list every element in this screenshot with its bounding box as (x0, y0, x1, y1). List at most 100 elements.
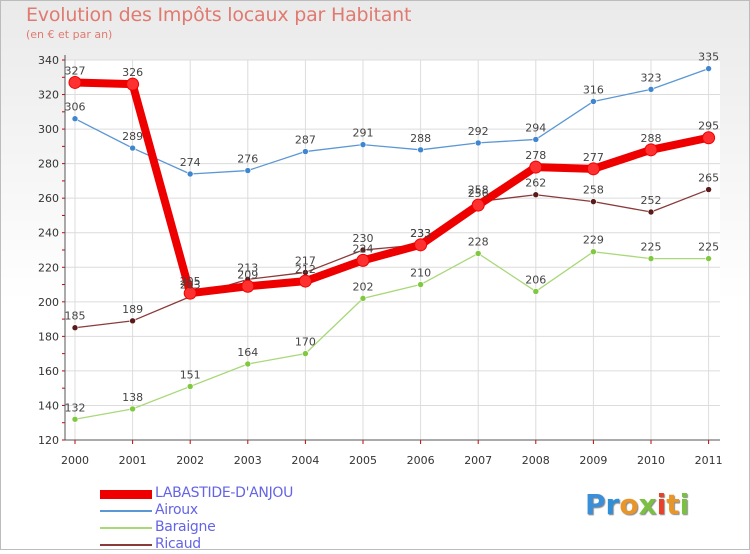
legend-item-labastide: LABASTIDE-D'ANJOU (100, 485, 360, 503)
data-label: 316 (583, 83, 604, 96)
chart-subtitle: (en € et par an) (26, 28, 113, 41)
data-label: 229 (583, 234, 604, 247)
chart-title: Evolution des Impôts locaux par Habitant (26, 4, 412, 26)
legend-swatch-airoux (100, 510, 152, 512)
data-point (532, 288, 540, 295)
data-label: 225 (698, 241, 719, 254)
data-point (356, 253, 370, 267)
data-point (359, 141, 367, 148)
y-tick-label: 340 (38, 54, 59, 67)
legend-label-ricaud: Ricaud (155, 536, 201, 552)
data-point (71, 324, 79, 332)
data-point (705, 255, 712, 262)
logo-letter-7: i (679, 488, 690, 521)
data-label: 335 (698, 51, 719, 64)
legend-item-airoux: Airoux (100, 502, 360, 520)
data-point (417, 146, 424, 154)
data-label: 210 (410, 267, 431, 280)
legend-swatch-baraigne (100, 527, 152, 529)
data-point (302, 350, 309, 357)
data-label: 224 (353, 242, 374, 255)
data-label: 132 (65, 401, 86, 414)
logo-letter-4: x (638, 488, 657, 521)
data-label: 228 (468, 235, 489, 248)
y-tick-label: 280 (38, 158, 59, 171)
data-point (647, 208, 655, 216)
data-point (705, 65, 712, 72)
proxiti-logo: Proxiti (585, 488, 689, 521)
x-tick-label: 2011 (695, 454, 723, 467)
x-tick-label: 2006 (407, 454, 435, 467)
data-point (359, 295, 367, 302)
data-label: 213 (237, 261, 258, 274)
data-label: 276 (237, 153, 258, 166)
data-label: 287 (295, 134, 316, 147)
logo-letter-5: i (656, 488, 667, 521)
data-point (126, 77, 140, 91)
data-label: 252 (641, 194, 662, 207)
data-point (590, 98, 597, 105)
series-line-ricaud (74, 188, 710, 329)
data-point (474, 139, 482, 147)
legend-swatch-labastide (100, 490, 152, 499)
data-label: 291 (353, 127, 374, 140)
x-tick-label: 2010 (637, 454, 665, 467)
chart-axes: 120 140 160 180 200 220 240 260 280 300 320 340 2000… (38, 54, 723, 467)
series-line-baraigne (74, 251, 710, 420)
y-tick-label: 240 (38, 227, 59, 240)
data-point (590, 248, 597, 256)
data-label: 164 (237, 346, 258, 359)
x-tick-label: 2000 (61, 454, 89, 467)
data-point (241, 279, 255, 293)
data-label: 258 (468, 184, 489, 197)
data-point (532, 191, 540, 199)
logo-letter-2: r (605, 488, 620, 521)
data-label: 189 (122, 303, 143, 316)
data-point (647, 86, 655, 93)
data-point (186, 170, 194, 178)
data-point (68, 75, 82, 89)
data-point (71, 115, 79, 123)
data-label: 185 (65, 310, 86, 323)
x-tick-label: 2003 (234, 454, 262, 467)
data-label: 327 (65, 64, 86, 77)
data-point (244, 360, 252, 368)
data-label: 212 (295, 263, 316, 276)
data-point (644, 143, 658, 157)
data-label: 256 (468, 187, 489, 200)
data-label: 233 (410, 227, 431, 240)
data-label: 230 (353, 232, 374, 245)
data-label: 306 (65, 101, 86, 114)
y-tick-label: 140 (38, 399, 59, 412)
data-label: 225 (641, 241, 662, 254)
data-point (647, 255, 655, 262)
x-tick-label: 2002 (176, 454, 204, 467)
logo-letter-6: t (666, 488, 680, 521)
y-tick-label: 180 (38, 330, 59, 343)
legend-label-airoux: Airoux (155, 502, 198, 518)
x-tick-label: 2005 (349, 454, 377, 467)
data-label: 202 (353, 280, 374, 293)
data-label: 170 (295, 336, 316, 349)
data-label: 278 (525, 149, 546, 162)
data-label: 138 (122, 391, 143, 404)
data-point (414, 238, 428, 252)
x-tick-label: 2007 (464, 454, 492, 467)
legend-swatch-ricaud (100, 544, 152, 546)
data-label: 209 (237, 268, 258, 281)
data-label: 205 (180, 275, 201, 288)
data-point (129, 144, 136, 152)
series-line-airoux (74, 67, 710, 175)
logo-letter-1: P (585, 488, 606, 521)
x-tick-label: 2004 (291, 454, 319, 467)
y-tick-label: 300 (38, 123, 59, 136)
y-tick-label: 260 (38, 192, 59, 205)
data-point (302, 148, 309, 155)
data-label: 289 (122, 130, 143, 143)
legend-item-ricaud: Ricaud (100, 536, 360, 554)
data-label: 151 (180, 368, 201, 381)
chart-legend: LABASTIDE-D'ANJOU Airoux Baraigne Ricaud (100, 485, 360, 554)
y-tick-label: 200 (38, 296, 59, 309)
y-tick-label: 120 (38, 434, 59, 447)
x-tick-label: 2009 (579, 454, 607, 467)
